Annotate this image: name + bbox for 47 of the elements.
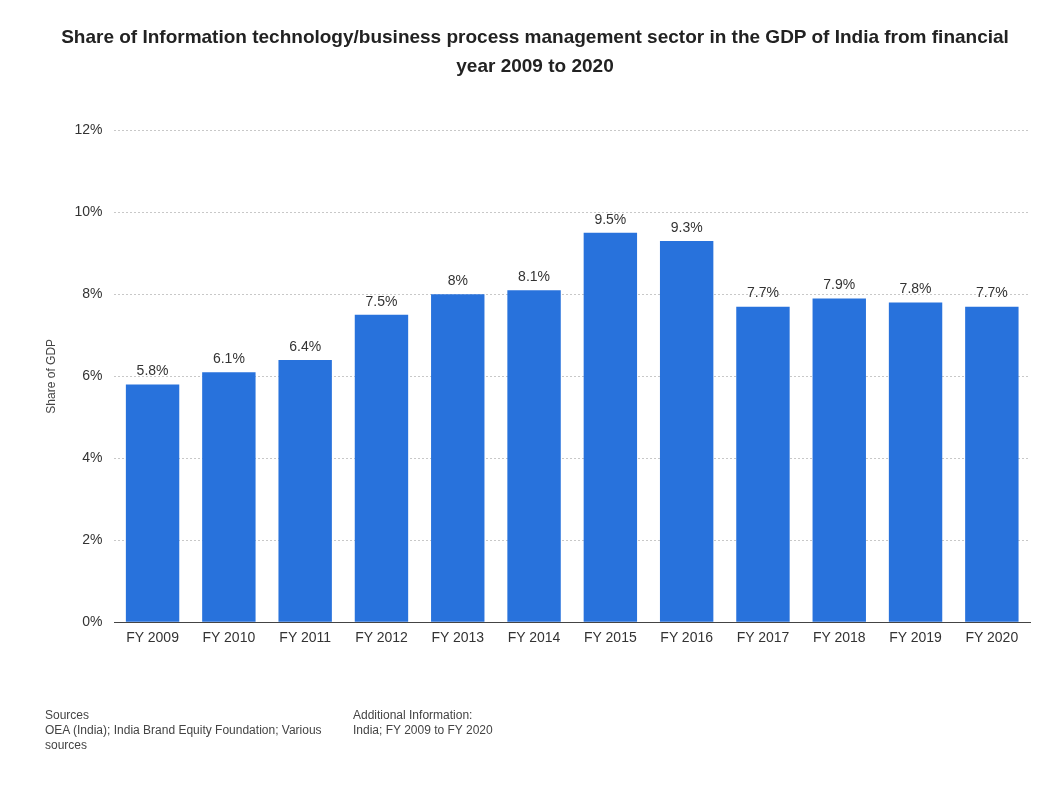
data-label: 7.8% [899,280,932,297]
x-tick-label: FY 2016 [660,629,714,646]
chart-title: Share of Information technology/business process management sector in the GDP of India from financial year 2009 to 2020 [60,25,1010,78]
x-tick-label: FY 2015 [584,629,637,646]
x-tick-label: FY 2014 [507,629,561,646]
bar [888,302,943,622]
data-label: 7.9% [823,276,856,293]
bar [125,384,180,622]
text: Additional Information: India; FY 2009 to FY 2020 [353,708,494,738]
bar [431,294,485,622]
x-tick-label: FY 2011 [279,629,332,646]
data-label: 6.4% [289,337,322,354]
data-label: 7.7% [747,284,779,301]
y-tick-label: 0% [82,613,103,630]
data-label: 6.1% [212,350,245,367]
x-tick-label: FY 2017 [736,629,790,646]
x-tick-label: FY 2010 [202,629,256,646]
data-label: 5.8% [136,362,169,379]
bar [965,306,1019,622]
data-label: 7.5% [365,292,398,309]
y-axis-title: Share of GDP [43,338,58,414]
y-tick-label: 6% [82,367,103,384]
y-tick-label: 4% [82,449,103,466]
y-tick-label: 8% [82,285,103,302]
y-tick-label: 12% [74,121,103,138]
x-tick-label: FY 2018 [812,629,866,646]
bar [507,290,561,622]
data-label: 9.3% [670,218,703,235]
x-tick-label: FY 2020 [965,629,1019,646]
bar [736,306,790,622]
bar [583,232,638,622]
x-tick-label: FY 2013 [431,629,485,646]
bar [812,298,866,622]
bar [202,372,256,622]
bar [659,241,714,622]
source-note: Sources OEA (India); India Brand Equity Foundation; Various sources [45,708,323,753]
y-tick-label: 10% [74,203,103,220]
data-label: 8.1% [518,268,551,285]
bar [354,314,409,622]
y-tick-label: 2% [82,531,103,548]
x-tick-label: FY 2019 [889,629,943,646]
data-label: 7.7% [975,284,1008,301]
data-label: 9.5% [594,210,627,227]
x-tick-label: FY 2012 [355,629,409,646]
x-tick-label: FY 2009 [126,629,180,646]
bar [278,359,332,622]
data-label: 8% [447,272,468,289]
